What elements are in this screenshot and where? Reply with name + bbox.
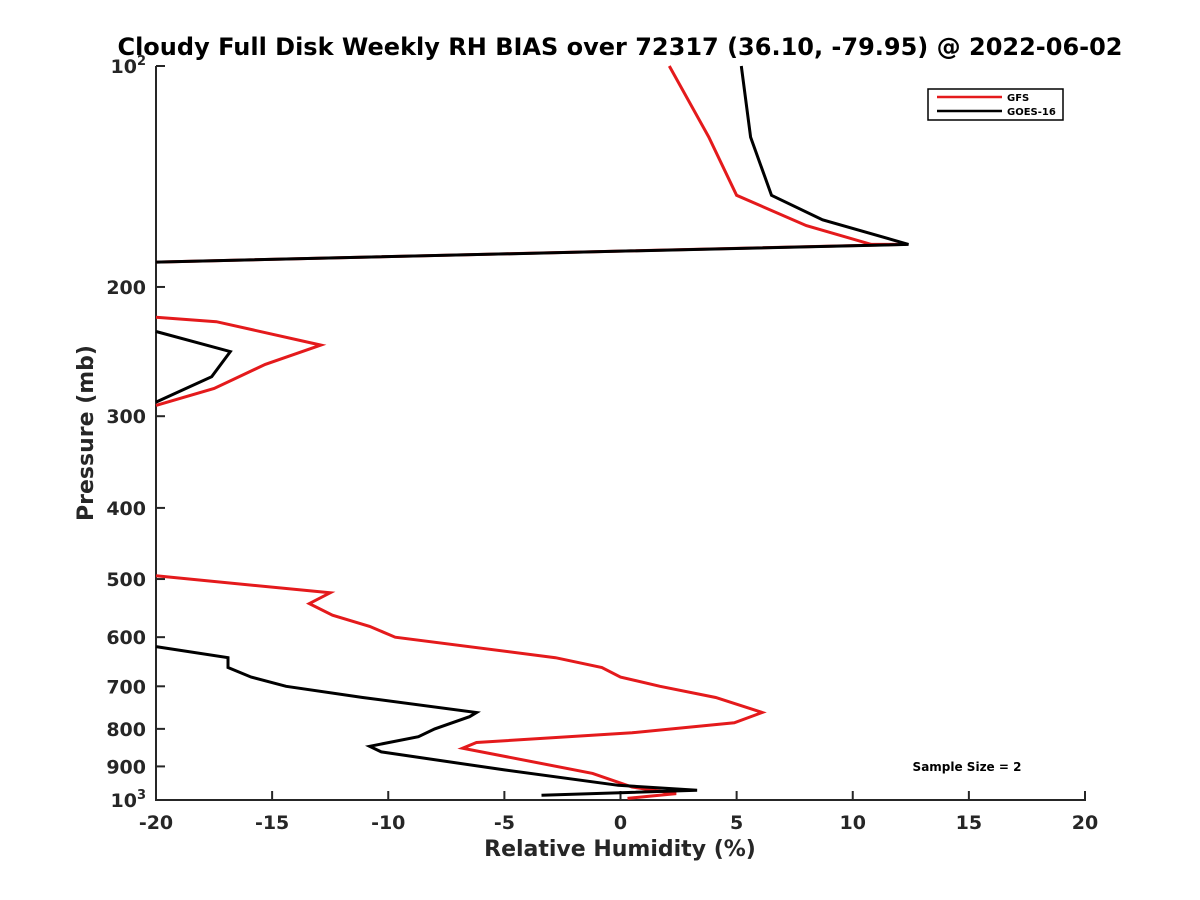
- y-tick-exponent: 2: [137, 54, 146, 69]
- x-tick-label: 0: [614, 812, 627, 834]
- chart-title: Cloudy Full Disk Weekly RH BIAS over 723…: [117, 33, 1122, 61]
- x-tick-label: -5: [494, 812, 515, 834]
- y-tick-exponent: 3: [137, 788, 146, 803]
- legend: GFS GOES-16: [927, 88, 1064, 121]
- x-axis-ticks: -20 -15 -10 -5 0 5 10 15 20: [139, 791, 1098, 834]
- legend-label-gfs: GFS: [1007, 93, 1029, 104]
- legend-box: [927, 88, 1064, 121]
- x-tick-label: -10: [371, 812, 405, 834]
- x-axis-label: Relative Humidity (%): [484, 837, 756, 862]
- y-tick-base: 500: [106, 569, 146, 591]
- y-tick-label: 200: [106, 277, 146, 299]
- y-tick-label: 400: [106, 498, 146, 520]
- y-tick-label: 500: [106, 569, 146, 591]
- series-goes-16: [155, 65, 909, 797]
- y-tick-label: 900: [106, 756, 146, 778]
- x-tick-label: 20: [1072, 812, 1098, 834]
- series-line-goes-16: [155, 330, 233, 404]
- x-tick-label: -15: [255, 812, 289, 834]
- y-tick-label: 600: [106, 627, 146, 649]
- plot-axes: [155, 66, 1086, 801]
- y-tick-label: 800: [106, 719, 146, 741]
- series-line-gfs: [155, 315, 327, 407]
- x-tick-label: 10: [840, 812, 866, 834]
- y-tick-label: 300: [106, 406, 146, 428]
- y-tick-base: 700: [106, 676, 146, 698]
- x-tick-label: 15: [956, 812, 982, 834]
- series-line-goes-16: [155, 645, 698, 797]
- y-tick-base: 10: [111, 56, 137, 78]
- series-line-goes-16: [155, 65, 909, 264]
- y-axis-label: Pressure (mb): [74, 345, 99, 521]
- series-lines: [155, 65, 909, 800]
- y-tick-base: 900: [106, 756, 146, 778]
- series-line-gfs: [155, 574, 767, 800]
- series-gfs: [155, 65, 907, 800]
- y-tick-base: 300: [106, 406, 146, 428]
- y-tick-base: 10: [111, 790, 137, 812]
- x-tick-label: -20: [139, 812, 173, 834]
- legend-label-goes-16: GOES-16: [1007, 107, 1056, 118]
- y-tick-label: 103: [111, 788, 147, 812]
- y-tick-base: 600: [106, 627, 146, 649]
- y-tick-label: 700: [106, 676, 146, 698]
- y-tick-base: 400: [106, 498, 146, 520]
- x-tick-label: 5: [730, 812, 743, 834]
- y-tick-base: 800: [106, 719, 146, 741]
- y-tick-base: 200: [106, 277, 146, 299]
- y-tick-label: 102: [111, 54, 147, 78]
- series-line-gfs: [155, 65, 907, 264]
- sample-size-annotation: Sample Size = 2: [913, 760, 1022, 774]
